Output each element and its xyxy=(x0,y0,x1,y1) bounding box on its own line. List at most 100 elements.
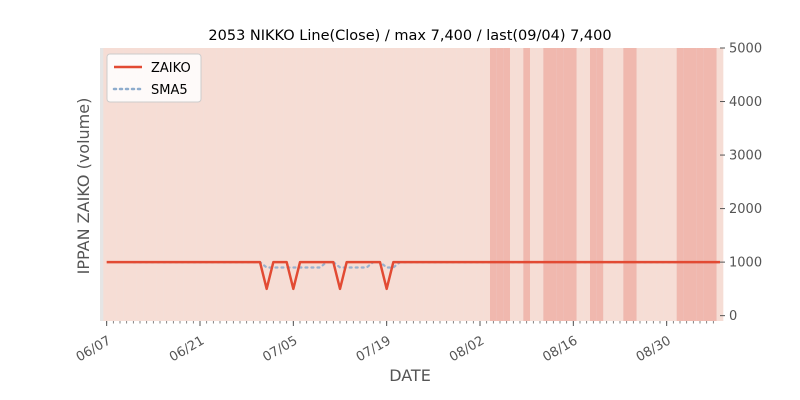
band xyxy=(116,48,124,321)
band xyxy=(350,48,357,321)
band xyxy=(716,48,724,321)
band xyxy=(603,48,610,321)
band xyxy=(283,48,290,321)
legend-label-zaiko: ZAIKO xyxy=(151,61,191,76)
band xyxy=(110,48,117,321)
band xyxy=(503,48,510,321)
band xyxy=(216,48,224,321)
y-tick-label: 1000 xyxy=(729,256,762,271)
band xyxy=(470,48,477,321)
band xyxy=(150,48,157,321)
x-tick-label: 08/02 xyxy=(447,333,487,365)
band xyxy=(563,48,570,321)
band xyxy=(316,48,324,321)
band xyxy=(156,48,164,321)
band xyxy=(103,48,110,321)
band xyxy=(556,48,564,321)
band xyxy=(290,48,297,321)
x-tick-label: 06/21 xyxy=(167,333,207,365)
y-axis-label: IPPAN ZAIKO (volume) xyxy=(74,98,93,275)
band xyxy=(183,48,190,321)
band xyxy=(663,48,670,321)
band xyxy=(276,48,284,321)
band xyxy=(576,48,584,321)
x-axis: 06/07 06/21 07/05 07/19 08/02 08/16 08/30 xyxy=(74,321,714,365)
band xyxy=(130,48,137,321)
band xyxy=(656,48,664,321)
band xyxy=(650,48,657,321)
band xyxy=(263,48,270,321)
band xyxy=(256,48,264,321)
band xyxy=(370,48,377,321)
band xyxy=(436,48,444,321)
band xyxy=(536,48,544,321)
highlight-bands xyxy=(103,48,724,321)
band xyxy=(410,48,417,321)
band xyxy=(163,48,170,321)
band xyxy=(196,48,204,321)
x-tick-label: 07/19 xyxy=(354,333,394,365)
band xyxy=(683,48,690,321)
band xyxy=(430,48,437,321)
band xyxy=(323,48,330,321)
x-tick-label: 08/16 xyxy=(540,333,580,365)
band xyxy=(696,48,704,321)
y-tick-label: 3000 xyxy=(729,149,762,164)
band xyxy=(310,48,317,321)
band xyxy=(356,48,364,321)
band xyxy=(236,48,244,321)
band xyxy=(610,48,617,321)
x-tick-label: 08/30 xyxy=(634,333,674,365)
band xyxy=(636,48,644,321)
band xyxy=(423,48,430,321)
series-line-zaiko xyxy=(106,260,720,291)
y-tick-label: 5000 xyxy=(729,42,762,57)
band xyxy=(210,48,217,321)
band xyxy=(483,48,490,321)
band xyxy=(643,48,650,321)
band xyxy=(230,48,237,321)
band xyxy=(523,48,530,321)
band xyxy=(490,48,497,321)
band xyxy=(390,48,397,321)
band xyxy=(476,48,484,321)
band xyxy=(583,48,590,321)
y-tick-label: 4000 xyxy=(729,95,762,110)
y-tick-label: 2000 xyxy=(729,202,762,217)
band xyxy=(176,48,184,321)
band xyxy=(296,48,304,321)
band xyxy=(403,48,410,321)
band xyxy=(703,48,710,321)
band xyxy=(570,48,577,321)
legend: ZAIKO SMA5 xyxy=(106,53,202,103)
band xyxy=(670,48,677,321)
band xyxy=(203,48,210,321)
band xyxy=(590,48,597,321)
band xyxy=(456,48,464,321)
band xyxy=(450,48,457,321)
band xyxy=(383,48,390,321)
band xyxy=(143,48,150,321)
band xyxy=(543,48,550,321)
band xyxy=(443,48,450,321)
band xyxy=(330,48,337,321)
x-axis-label: DATE xyxy=(389,366,431,385)
band xyxy=(363,48,370,321)
band xyxy=(516,48,524,321)
band xyxy=(710,48,717,321)
x-tick-label: 06/07 xyxy=(74,333,114,365)
band xyxy=(243,48,250,321)
band xyxy=(190,48,197,321)
band xyxy=(123,48,130,321)
band xyxy=(250,48,257,321)
x-tick-label: 07/05 xyxy=(260,333,300,365)
band xyxy=(463,48,470,321)
band xyxy=(630,48,637,321)
band xyxy=(550,48,557,321)
band xyxy=(690,48,697,321)
band xyxy=(416,48,424,321)
band xyxy=(510,48,517,321)
band xyxy=(170,48,177,321)
band xyxy=(396,48,404,321)
